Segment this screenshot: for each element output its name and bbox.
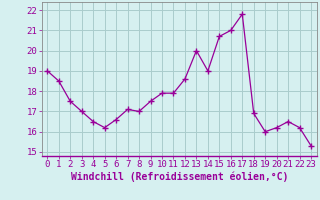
X-axis label: Windchill (Refroidissement éolien,°C): Windchill (Refroidissement éolien,°C) bbox=[70, 172, 288, 182]
